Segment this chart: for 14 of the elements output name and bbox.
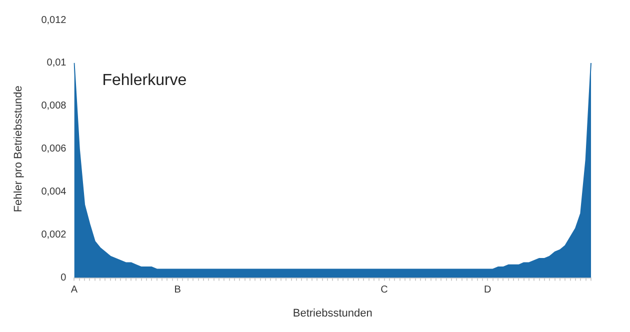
x-tick-label: A [70,284,78,296]
y-tick-label: 0,002 [41,230,67,241]
y-tick-label: 0,008 [41,100,67,112]
x-axis-title: Betriebsstunden [292,307,372,320]
y-tick-label: 0,006 [41,144,67,155]
y-tick-label: 0,012 [41,14,67,26]
x-tick-label: D [484,284,492,296]
y-axis-title: Fehler pro Betriebsstunde [12,86,25,212]
y-tick-label: 0,01 [46,58,67,69]
y-tick-label: 0,004 [41,186,67,198]
x-tick-label: C [380,284,388,296]
y-tick-label: 0 [60,272,67,284]
x-tick-label: B [174,284,182,296]
text: Fehlerkurve [102,72,187,89]
